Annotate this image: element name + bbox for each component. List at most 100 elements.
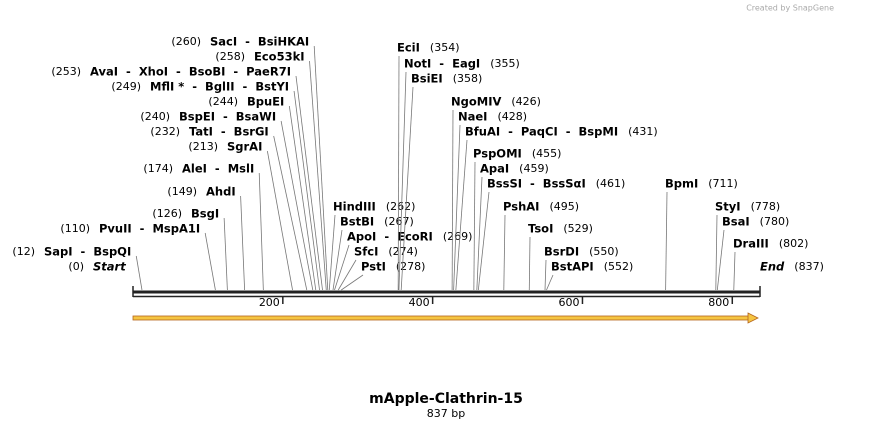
- site-position: (455): [532, 147, 562, 160]
- site-name: ApoI - EcoRI: [347, 230, 433, 244]
- site-line: [477, 191, 490, 291]
- site-line: [473, 161, 476, 291]
- site-name: TsoI: [528, 222, 553, 236]
- site-position: (355): [490, 57, 520, 70]
- site-line: [451, 109, 454, 291]
- site-name: BpmI: [665, 177, 698, 191]
- site-name: MflI * - BglII - BstYI: [150, 80, 289, 94]
- site-position: (12): [12, 245, 35, 258]
- site-position: (258): [215, 50, 245, 63]
- site-line: [544, 259, 547, 291]
- site-line: [455, 139, 468, 291]
- site-line: [293, 90, 320, 291]
- site-position: (459): [519, 162, 549, 175]
- ruler-label: 600: [558, 296, 579, 309]
- site-position: (232): [150, 125, 180, 138]
- site-name: StyI: [715, 200, 741, 214]
- site-position: (213): [188, 140, 218, 153]
- site-line: [258, 172, 264, 291]
- site-name: BfuAI - PaqCI - BspMI: [465, 125, 618, 139]
- site-position: (552): [604, 260, 634, 273]
- site-name: PspOMI: [473, 147, 522, 161]
- site-name: NgoMIV: [451, 95, 501, 109]
- site-line: [400, 86, 414, 291]
- title: mApple-Clathrin-15: [369, 391, 523, 407]
- site-name: Start: [93, 260, 126, 274]
- site-line: [223, 217, 228, 291]
- site-line: [309, 60, 327, 291]
- site-position: (278): [396, 260, 426, 273]
- site-name: PstI: [361, 260, 386, 274]
- site-name: HindIII: [333, 200, 376, 214]
- ruler-label: 400: [409, 296, 430, 309]
- site-name: NaeI: [458, 110, 487, 124]
- site-name: BsrDI: [544, 245, 579, 259]
- site-line: [328, 214, 336, 291]
- site-position: (495): [549, 200, 579, 213]
- site-position: (711): [708, 177, 738, 190]
- site-position: (267): [384, 215, 414, 228]
- site-name: EciI: [397, 41, 420, 55]
- site-name: BsaI: [722, 215, 750, 229]
- credit: Created by SnapGene: [746, 4, 834, 13]
- ruler-label: 800: [708, 296, 729, 309]
- site-line: [733, 251, 736, 291]
- site-name: AhdI: [206, 185, 236, 199]
- site-name: AvaI - XhoI - BsoBI - PaeR7I: [90, 65, 291, 79]
- site-line: [337, 259, 357, 291]
- site-position: (269): [443, 230, 473, 243]
- site-position: (126): [152, 207, 182, 220]
- site-position: (778): [751, 200, 781, 213]
- site-line: [313, 45, 329, 291]
- site-line: [135, 255, 143, 291]
- site-name: SgrAI: [227, 140, 262, 154]
- site-name: BpuEI: [247, 95, 284, 109]
- site-position: (802): [779, 237, 809, 250]
- site-name: SacI - BsiHKAI: [210, 35, 309, 49]
- site-line: [295, 75, 323, 291]
- site-position: (426): [511, 95, 541, 108]
- site-position: (358): [453, 72, 483, 85]
- site-line: [476, 176, 483, 291]
- site-position: (428): [497, 110, 527, 123]
- site-position: (110): [60, 222, 90, 235]
- site-position: (253): [51, 65, 81, 78]
- site-position: (354): [430, 41, 460, 54]
- ruler-label: 200: [259, 296, 280, 309]
- site-position: (529): [563, 222, 593, 235]
- site-line: [398, 71, 407, 291]
- site-line: [341, 274, 364, 291]
- site-position: (149): [167, 185, 197, 198]
- site-line: [332, 229, 343, 291]
- site-line: [204, 232, 216, 291]
- site-name: Eco53kI: [254, 50, 305, 64]
- site-line: [240, 195, 246, 291]
- site-name: End: [760, 260, 785, 274]
- site-position: (174): [143, 162, 173, 175]
- site-line: [715, 214, 718, 291]
- site-position: (837): [794, 260, 824, 273]
- site-name: SapI - BspQI: [44, 245, 131, 259]
- site-line: [453, 124, 461, 291]
- site-position: (780): [760, 215, 790, 228]
- site-name: ApaI: [480, 162, 509, 176]
- site-line: [397, 55, 400, 291]
- site-name: DraIII: [733, 237, 769, 251]
- site-name: AleI - MslI: [182, 162, 254, 176]
- site-name: BsgI: [191, 207, 219, 221]
- site-name: BsiEI: [411, 72, 443, 86]
- site-name: BssSI - BssSαI: [487, 177, 586, 191]
- site-name: BstBI: [340, 215, 374, 229]
- site-name: NotI - EagI: [404, 57, 480, 71]
- site-line: [503, 214, 506, 291]
- site-position: (240): [140, 110, 170, 123]
- site-line: [273, 135, 308, 291]
- site-name: PvuII - MspA1I: [99, 222, 200, 236]
- site-name: SfcI: [354, 245, 378, 259]
- site-name: BstAPI: [551, 260, 594, 274]
- site-position: (550): [589, 245, 619, 258]
- feature-arrow: [132, 312, 759, 324]
- site-position: (262): [386, 200, 416, 213]
- site-line: [288, 105, 317, 291]
